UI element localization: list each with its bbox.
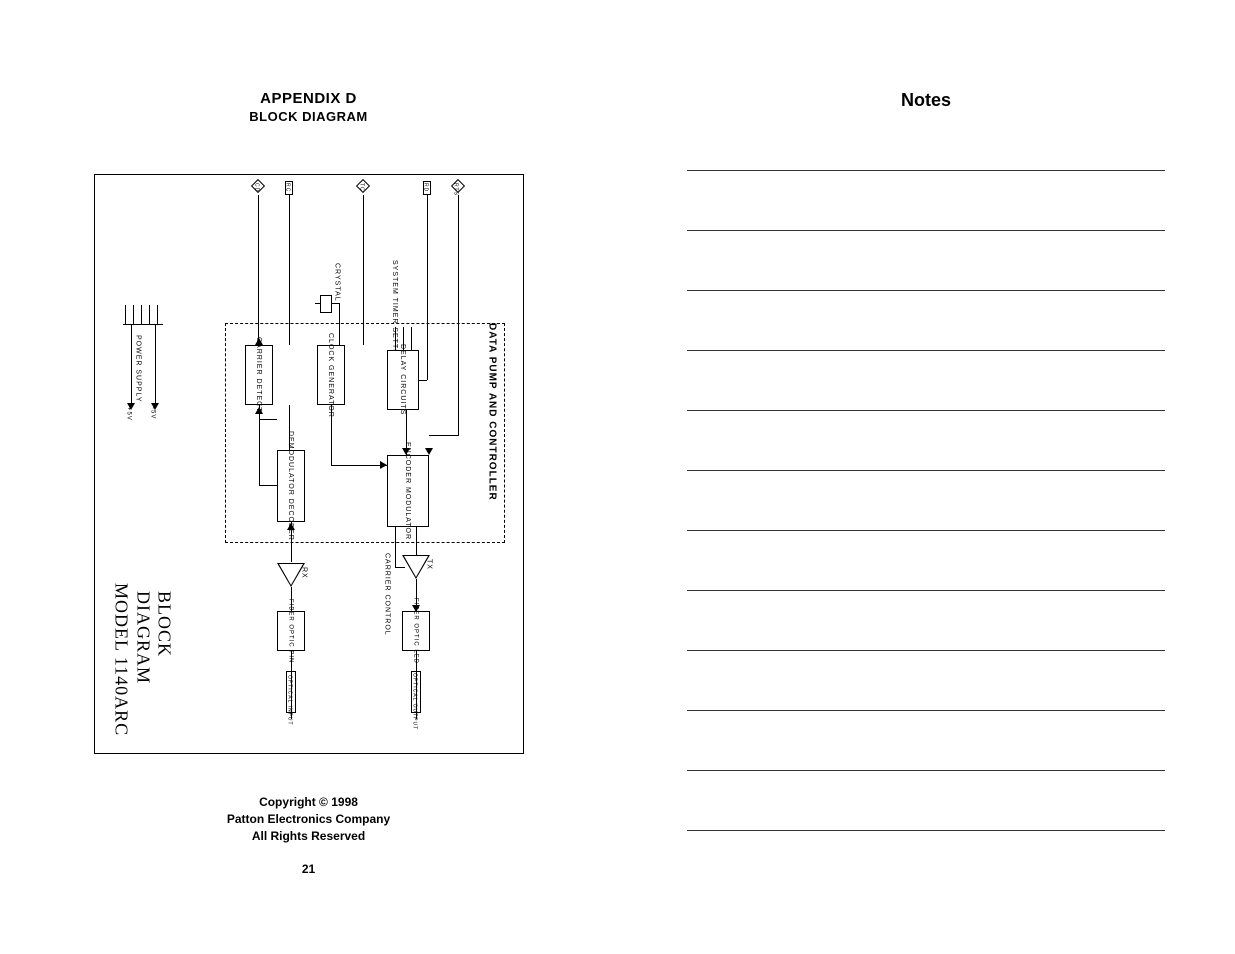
copyright-block: Copyright © 1998 Patton Electronics Comp… [45, 794, 572, 844]
note-line [687, 591, 1165, 651]
tx-label: TX [426, 559, 433, 570]
note-line [687, 471, 1165, 531]
note-line [687, 231, 1165, 291]
optical-output-label: OPTICAL OUTPUT [412, 673, 418, 730]
carrier-detect-label: CARRIER DETECT [255, 337, 262, 412]
port-tc-label: TC [359, 183, 365, 192]
copyright-line-3: All Rights Reserved [45, 828, 572, 845]
note-line [687, 291, 1165, 351]
power-supply-comb [123, 305, 163, 325]
fiber-optic-pin-box: FIBER OPTIC PIN [277, 611, 305, 651]
data-pump-label: DATA PUMP AND CONTROLLER [487, 323, 498, 501]
crystal-shape [320, 295, 332, 313]
appendix-heading: APPENDIX D [45, 90, 572, 107]
port-rd-label: RD [423, 183, 429, 192]
port-rc-label: RC [285, 183, 291, 192]
rx-label: RX [301, 567, 308, 579]
carrier-detect-box: CARRIER DETECT [245, 345, 273, 405]
port-cd-label: CD [254, 183, 260, 192]
encoder-modulator-box: ENCODER MODULATOR [387, 455, 429, 527]
copyright-line-1: Copyright © 1998 [45, 794, 572, 811]
copyright-line-2: Patton Electronics Company [45, 811, 572, 828]
left-page: APPENDIX D BLOCK DIAGRAM MODEL 1140ARC B… [0, 0, 617, 954]
note-line [687, 351, 1165, 411]
note-line [687, 411, 1165, 471]
diagram-title-1: MODEL 1140ARC [111, 583, 132, 736]
port-rts-label: RTS [453, 183, 459, 196]
clock-generator-box: CLOCK GENERATOR [317, 345, 345, 405]
note-line [687, 651, 1165, 711]
note-line [687, 171, 1165, 231]
note-line [687, 711, 1165, 771]
page-number: 21 [45, 862, 572, 876]
notes-heading: Notes [687, 90, 1165, 111]
delay-circuits-box: DELAY CIRCUITS [387, 350, 419, 410]
delay-circuits-label: DELAY CIRCUITS [399, 344, 406, 415]
appendix-subtitle: BLOCK DIAGRAM [45, 109, 572, 124]
notes-lines-container [687, 111, 1165, 831]
fiber-optic-led-box: FIBER OPTIC LED [402, 611, 430, 651]
power-supply-label: POWER SUPPLY [135, 335, 142, 403]
note-line [687, 111, 1165, 171]
encoder-modulator-label: ENCODER MODULATOR [404, 442, 411, 540]
right-page: Notes [617, 0, 1235, 954]
carrier-control-label: CARRIER CONTROL [384, 553, 391, 636]
demod-decoder-box: DEMODULATOR DECODER [277, 450, 305, 522]
note-line [687, 531, 1165, 591]
diagram-title-2: BLOCK DIAGRAM [133, 591, 175, 753]
block-diagram: MODEL 1140ARC BLOCK DIAGRAM POWER SUPPLY… [94, 174, 524, 754]
note-line [687, 771, 1165, 831]
crystal-label: CRYSTAL [334, 263, 341, 302]
optical-input-label: OPTICAL INPUT [287, 675, 293, 726]
